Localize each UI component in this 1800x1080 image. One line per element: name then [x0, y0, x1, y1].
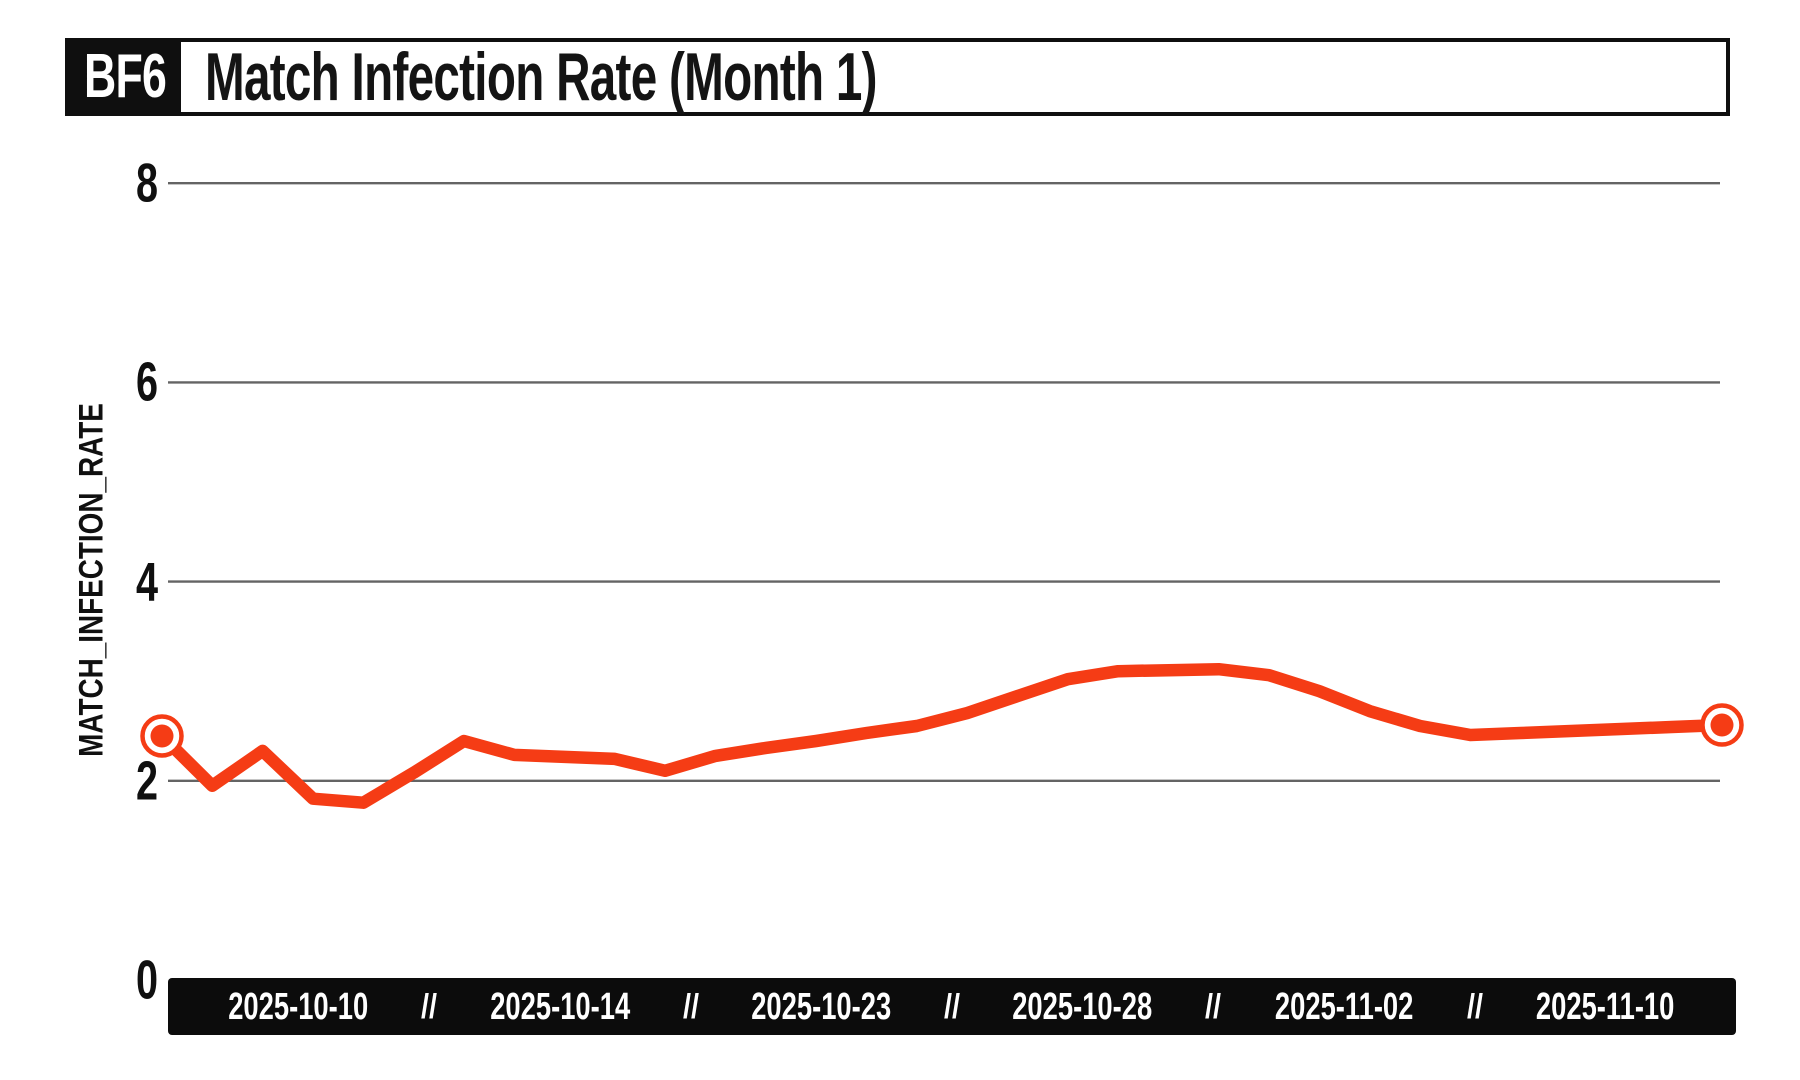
x-tick-label: 2025-11-10 — [1475, 988, 1736, 1026]
x-axis-date-bar: 2025-10-10 2025-10-14 2025-10-23 2025-10-28… — [168, 978, 1736, 1035]
x-tick-label: 2025-10-14 — [429, 988, 690, 1026]
x-tick-label: 2025-10-10 — [168, 988, 429, 1026]
start-point-marker — [150, 724, 174, 748]
x-tick-label-text: 2025-10-10 — [228, 985, 369, 1028]
y-tick-label: 4 — [135, 550, 158, 613]
x-tick-label-text: 2025-10-28 — [1012, 985, 1153, 1028]
x-tick-label: 2025-11-02 — [1213, 988, 1474, 1026]
x-tick-label-text: 2025-10-14 — [490, 985, 630, 1028]
chart-title: Match Infection Rate (Month 1) — [205, 42, 1165, 112]
tick-separator: // — [682, 987, 699, 1026]
chart-title-label: Match Infection Rate (Month 1) — [205, 39, 878, 115]
y-axis-title: MATCH_INFECTION_RATE — [72, 403, 111, 757]
x-tick-label-text: 2025-11-10 — [1536, 985, 1675, 1028]
tick-separator: // — [943, 987, 961, 1026]
y-tick-label: 6 — [135, 350, 158, 413]
tick-separator: // — [1205, 987, 1222, 1026]
x-tick-label: 2025-10-23 — [691, 988, 952, 1026]
tick-separator: // — [421, 987, 438, 1026]
end-point-marker — [1710, 713, 1734, 737]
tick-separator: // — [1466, 987, 1483, 1026]
bf6-badge: BF6 — [69, 42, 181, 112]
badge-label: BF6 — [83, 42, 167, 111]
infection-rate-line — [155, 662, 1729, 809]
x-tick-label: 2025-10-28 — [952, 988, 1213, 1026]
y-tick-label: 8 — [135, 151, 158, 214]
x-tick-label-text: 2025-11-02 — [1274, 985, 1414, 1028]
y-tick-label: 0 — [135, 948, 158, 1011]
x-tick-label-text: 2025-10-23 — [751, 985, 892, 1028]
chart-title-bar: BF6 Match Infection Rate (Month 1) — [65, 38, 1730, 116]
y-tick-label: 2 — [135, 749, 158, 812]
